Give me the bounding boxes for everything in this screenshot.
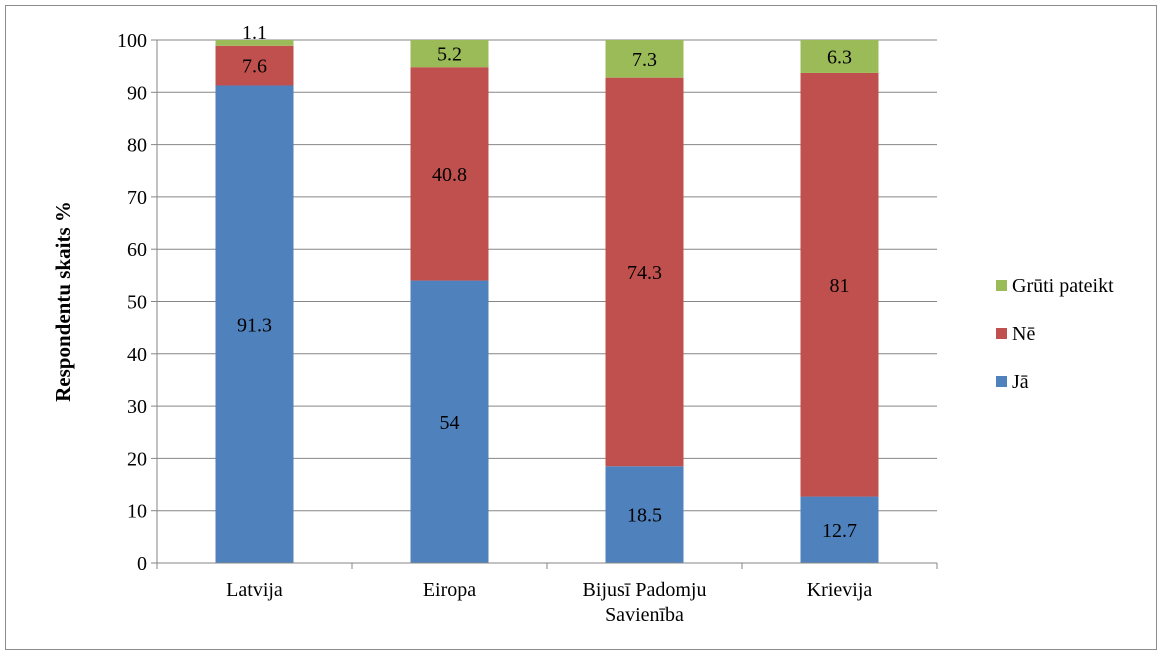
x-category-label: Latvija — [226, 579, 283, 601]
bar-segment-gruti-pateikt — [605, 40, 684, 78]
legend-swatch — [996, 280, 1007, 291]
data-label: 5.2 — [437, 44, 462, 66]
y-axis-title: Respondentu skaits % — [51, 201, 75, 402]
data-label: 1.1 — [242, 22, 267, 44]
bar-segment-ne — [605, 77, 684, 467]
x-category-label: Krievija — [807, 579, 873, 601]
data-label: 18.5 — [627, 505, 662, 527]
y-tick-label: 20 — [127, 448, 147, 470]
y-tick-label: 0 — [137, 553, 147, 575]
axes: 0 10 20 30 40 50 60 70 80 90 100 Latvija Eiropa Bijus… — [117, 30, 938, 626]
data-label: 91.3 — [237, 314, 272, 336]
y-tick-label: 100 — [117, 30, 147, 52]
y-tick-label: 60 — [127, 239, 147, 261]
data-label: 7.6 — [242, 56, 267, 78]
y-tick-label: 30 — [127, 396, 147, 418]
x-category-label: Savienība — [605, 604, 684, 626]
legend-swatch — [996, 376, 1007, 387]
legend-label: Grūti pateikt — [1012, 275, 1114, 297]
bar-segment-ne — [410, 67, 489, 281]
legend-label: Nē — [1012, 323, 1035, 345]
data-label: 74.3 — [627, 262, 662, 284]
bar-segment-gruti-pateikt — [215, 40, 294, 46]
y-tick-label: 90 — [127, 82, 147, 104]
legend-swatch — [996, 328, 1007, 339]
chart-frame — [5, 5, 1157, 650]
legend: Grūti pateikt Nē Jā — [996, 275, 1114, 393]
y-tick-label: 50 — [127, 292, 147, 314]
data-label: 6.3 — [827, 46, 852, 68]
bar-segment-ja — [605, 466, 684, 563]
data-label: 12.7 — [822, 520, 857, 542]
bar-segment-ne — [215, 45, 294, 86]
x-category-label: Eiropa — [423, 579, 476, 601]
y-tick-label: 80 — [127, 135, 147, 157]
bar-segment-ja — [800, 496, 879, 563]
bar-segment-gruti-pateikt — [800, 40, 879, 73]
bars — [215, 40, 879, 563]
data-label: 54 — [440, 412, 460, 434]
data-labels: 91.3 7.6 1.1 54 40.8 5.2 18.5 74.3 7.3 12.7 81 6.3 — [237, 22, 857, 542]
bar-segment-ja — [410, 280, 489, 563]
bar-segment-gruti-pateikt — [410, 40, 489, 68]
y-tick-label: 70 — [127, 187, 147, 209]
bar-segment-ja — [215, 85, 294, 563]
bar-segment-ne — [800, 72, 879, 497]
data-label: 7.3 — [632, 49, 657, 71]
y-tick-label: 40 — [127, 344, 147, 366]
data-label: 40.8 — [432, 164, 467, 186]
legend-label: Jā — [1012, 371, 1029, 393]
y-tick-label: 10 — [127, 501, 147, 523]
x-category-label: Bijusī Padomju — [583, 579, 707, 601]
data-label: 81 — [830, 275, 850, 297]
